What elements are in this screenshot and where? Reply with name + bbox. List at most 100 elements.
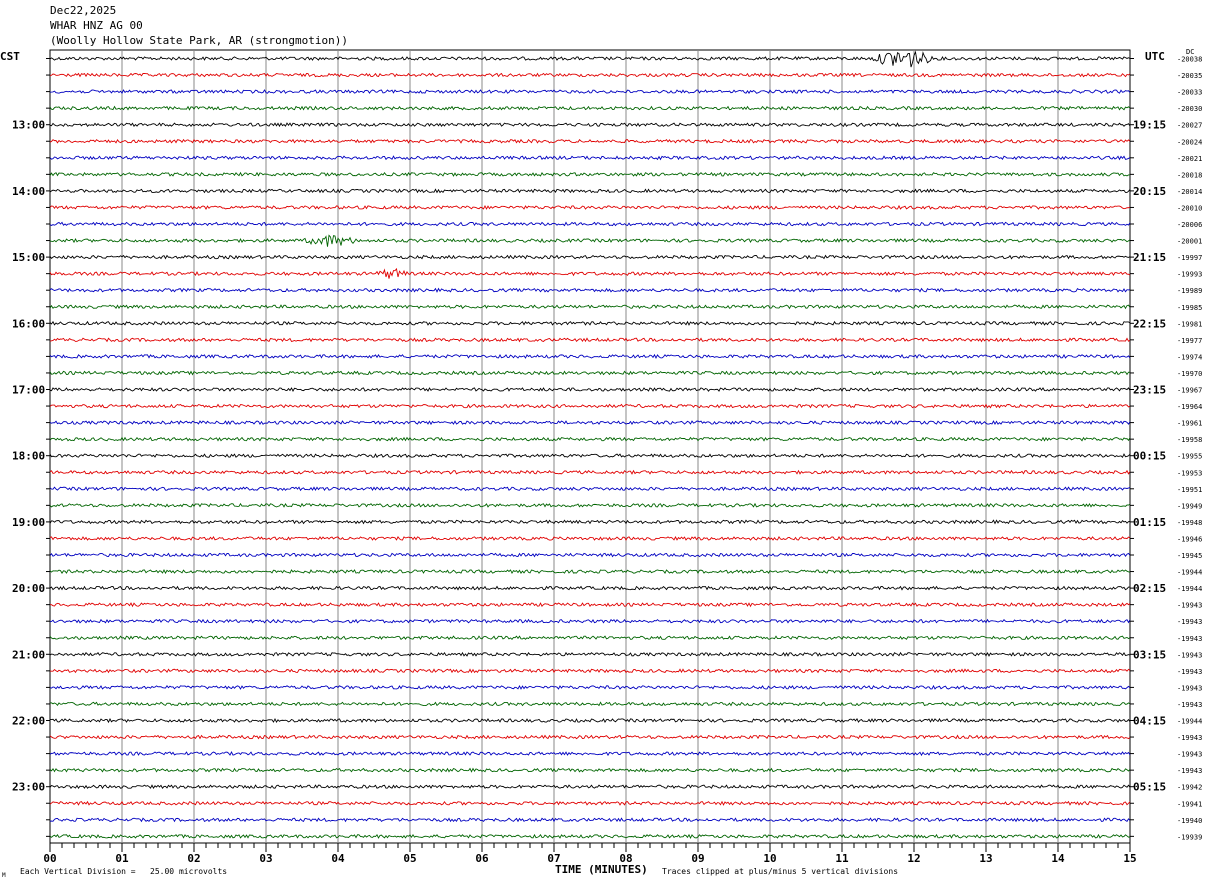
dc-offset-label: -19953	[1177, 469, 1202, 477]
x-tick-label: 06	[475, 852, 489, 865]
right-hour-label: 21:15	[1133, 251, 1166, 264]
dc-offset-label: -19989	[1177, 287, 1202, 295]
dc-offset-label: -19944	[1177, 718, 1202, 726]
trace-line	[49, 668, 1131, 674]
dc-offset-label: -19939	[1177, 833, 1202, 841]
trace-line	[49, 420, 1131, 426]
left-hour-label: 15:00	[12, 251, 45, 264]
trace-line	[49, 635, 1131, 641]
dc-offset-label: -19943	[1177, 751, 1202, 759]
right-hour-label: 03:15	[1133, 648, 1166, 661]
trace-line	[49, 287, 1131, 293]
trace-line	[49, 767, 1131, 773]
trace-line	[49, 122, 1131, 128]
dc-offset-label: -19944	[1177, 569, 1202, 577]
x-tick-label: 01	[115, 852, 129, 865]
trace-line	[49, 618, 1131, 624]
trace-line	[49, 403, 1131, 409]
dc-offset-label: -19943	[1177, 767, 1202, 775]
trace-line	[49, 585, 1131, 591]
header-station: WHAR HNZ AG 00	[50, 19, 143, 32]
dc-offset-label: -19946	[1177, 535, 1202, 543]
trace-line	[49, 304, 1131, 310]
trace-line	[49, 353, 1131, 360]
right-hour-label: 19:15	[1133, 119, 1166, 132]
trace-line	[49, 370, 1131, 376]
trace-line	[49, 267, 1131, 279]
trace-line	[49, 254, 1131, 260]
trace-line	[49, 701, 1131, 707]
dc-offset-label: -19981	[1177, 320, 1202, 328]
left-timezone-label: CST	[0, 50, 20, 63]
right-timezone-label: UTC	[1145, 50, 1165, 63]
right-hour-label: 02:15	[1133, 582, 1166, 595]
trace-line	[49, 800, 1131, 806]
trace-line	[49, 519, 1131, 525]
trace-line	[49, 105, 1131, 111]
trace-line	[49, 221, 1131, 227]
right-hour-label: 00:15	[1133, 450, 1166, 463]
x-tick-label: 10	[763, 852, 776, 865]
trace-line	[49, 784, 1131, 790]
trace-line	[49, 684, 1131, 690]
dc-offset-label: -19997	[1177, 254, 1202, 262]
header-date: Dec22,2025	[50, 4, 117, 17]
right-hour-label: 01:15	[1133, 516, 1166, 529]
dc-offset-label: -19943	[1177, 651, 1202, 659]
left-hour-label: 19:00	[12, 516, 45, 529]
right-hour-label: 22:15	[1133, 317, 1166, 330]
trace-line	[49, 651, 1131, 657]
x-tick-label: 14	[1051, 852, 1065, 865]
dc-offset-label: -19943	[1177, 635, 1202, 643]
trace-line	[49, 436, 1131, 442]
scale-note: Each Vertical Division = 25.00 microvolt…	[20, 867, 228, 876]
dc-offset-label: -19977	[1177, 337, 1202, 345]
dc-offset-label: -19943	[1177, 668, 1202, 676]
trace-line	[49, 750, 1131, 757]
x-tick-label: 08	[619, 852, 632, 865]
left-hour-label: 14:00	[12, 185, 45, 198]
left-hour-label: 21:00	[12, 648, 45, 661]
x-tick-label: 15	[1123, 852, 1136, 865]
dc-offset-label: -19943	[1177, 618, 1202, 626]
dc-offset-label: -19941	[1177, 800, 1202, 808]
dc-offset-label: -19951	[1177, 486, 1202, 494]
dc-offset-label: -20033	[1177, 89, 1202, 97]
dc-offset-label: -19964	[1177, 403, 1202, 411]
clip-note: Traces clipped at plus/minus 5 vertical …	[662, 867, 899, 876]
dc-column-label: DC	[1186, 48, 1195, 56]
trace-line	[49, 486, 1131, 492]
trace-line	[49, 188, 1131, 194]
trace-line	[49, 569, 1131, 575]
dc-offset-label: -19943	[1177, 701, 1202, 709]
dc-offset-label: -19943	[1177, 684, 1202, 692]
dc-offset-label: -19961	[1177, 420, 1202, 428]
trace-line	[49, 734, 1131, 740]
trace-line	[49, 204, 1131, 210]
dc-offset-label: -19955	[1177, 453, 1202, 461]
plot-frame	[49, 49, 1131, 844]
x-tick-label: 09	[691, 852, 704, 865]
trace-line	[49, 155, 1131, 161]
dc-offset-label: -19945	[1177, 552, 1202, 560]
header-location: (Woolly Hollow State Park, AR (strongmot…	[50, 34, 349, 47]
trace-line	[49, 171, 1131, 177]
x-tick-label: 02	[187, 852, 200, 865]
trace-line	[49, 602, 1131, 608]
dc-offset-label: -20018	[1177, 171, 1202, 179]
trace-line	[49, 320, 1131, 326]
right-hour-label: 23:15	[1133, 384, 1166, 397]
trace-line	[49, 817, 1131, 823]
x-tick-label: 05	[403, 852, 416, 865]
dc-offset-label: -19949	[1177, 502, 1202, 510]
left-hour-label: 18:00	[12, 450, 45, 463]
trace-line	[49, 833, 1131, 839]
trace-line	[49, 552, 1131, 558]
dc-offset-label: -19970	[1177, 370, 1202, 378]
dc-offset-label: -19943	[1177, 734, 1202, 742]
dc-offset-label: -19967	[1177, 387, 1202, 395]
trace-line	[49, 138, 1131, 144]
dc-offset-label: -19958	[1177, 436, 1202, 444]
dc-offset-label: -20006	[1177, 221, 1202, 229]
